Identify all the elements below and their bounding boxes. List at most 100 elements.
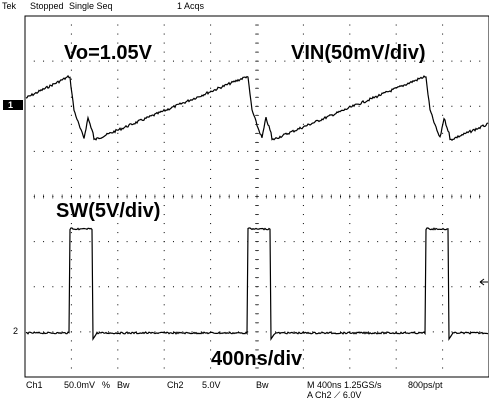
graticule-dot <box>414 286 416 288</box>
graticule-dot <box>442 286 444 288</box>
graticule-dot <box>163 141 165 143</box>
graticule-dot <box>340 60 342 62</box>
graticule-dot <box>89 331 91 333</box>
graticule-dot <box>135 60 137 62</box>
graticule-dot <box>33 241 35 243</box>
graticule-dot <box>247 331 249 333</box>
graticule-dot <box>293 286 295 288</box>
graticule-dot <box>210 214 212 216</box>
graticule-dot <box>302 241 304 243</box>
graticule-dot <box>33 60 35 62</box>
graticule-dot <box>163 42 165 44</box>
graticule-dot <box>404 105 406 107</box>
graticule-dot <box>70 241 72 243</box>
graticule-dot <box>358 105 360 107</box>
graticule-dot <box>70 295 72 297</box>
graticule-dot <box>302 250 304 252</box>
graticule-dot <box>117 304 119 306</box>
graticule-dot <box>349 96 351 98</box>
graticule-dot <box>117 168 119 170</box>
graticule-dot <box>117 60 119 62</box>
graticule-dot <box>395 205 397 207</box>
graticule-dot <box>349 277 351 279</box>
acquisition-mode: Single Seq <box>69 1 113 11</box>
graticule-dot <box>395 159 397 161</box>
graticule-dot <box>367 60 369 62</box>
ch1-label: Ch1 <box>26 380 43 390</box>
graticule-dot <box>210 150 212 152</box>
graticule-dot <box>70 223 72 225</box>
graticule-dot <box>154 150 156 152</box>
trigger-level-arrow[interactable] <box>479 278 488 286</box>
graticule-dot <box>469 105 471 107</box>
graticule-dot <box>163 177 165 179</box>
graticule-dot <box>321 105 323 107</box>
graticule-dot <box>423 150 425 152</box>
graticule-dot <box>247 150 249 152</box>
graticule-dot <box>70 33 72 35</box>
graticule-dot <box>349 78 351 80</box>
graticule-dot <box>163 96 165 98</box>
graticule-dot <box>117 141 119 143</box>
graticule-dot <box>210 277 212 279</box>
graticule-dot <box>302 105 304 107</box>
graticule-dot <box>210 367 212 369</box>
graticule-dot <box>117 159 119 161</box>
graticule-dot <box>70 42 72 44</box>
graticule-dot <box>210 295 212 297</box>
ch1-bandwidth-limit: Bw <box>117 380 130 390</box>
graticule-dot <box>302 286 304 288</box>
graticule-dot <box>135 150 137 152</box>
graticule-dot <box>52 105 54 107</box>
graticule-dot <box>172 331 174 333</box>
graticule-dot <box>442 313 444 315</box>
graticule-dot <box>395 358 397 360</box>
graticule-dot <box>479 105 481 107</box>
graticule-dot <box>349 304 351 306</box>
graticule-dot <box>321 60 323 62</box>
graticule-dot <box>219 60 221 62</box>
graticule-dot <box>172 150 174 152</box>
graticule-dot <box>219 150 221 152</box>
graticule-dot <box>210 331 212 333</box>
graticule-dot <box>395 367 397 369</box>
graticule-dot <box>302 277 304 279</box>
graticule-dot <box>70 259 72 261</box>
graticule-dot <box>479 150 481 152</box>
graticule-dot <box>302 87 304 89</box>
graticule-dot <box>108 60 110 62</box>
graticule-dot <box>395 250 397 252</box>
acquisition-count: 1 Acqs <box>177 1 205 11</box>
graticule-dot <box>358 60 360 62</box>
graticule-dot <box>117 277 119 279</box>
graticule-dot <box>349 232 351 234</box>
graticule-dot <box>163 268 165 270</box>
graticule-dot <box>479 241 481 243</box>
graticule-dot <box>61 150 63 152</box>
graticule-dot <box>349 205 351 207</box>
graticule-dot <box>349 340 351 342</box>
graticule-dot <box>377 241 379 243</box>
graticule-dot <box>367 105 369 107</box>
graticule-dot <box>349 214 351 216</box>
graticule-dot <box>302 168 304 170</box>
graticule-dot <box>349 331 351 333</box>
graticule-dot <box>154 331 156 333</box>
graticule-dot <box>98 105 100 107</box>
graticule-dot <box>302 340 304 342</box>
graticule-dot <box>442 367 444 369</box>
graticule-dot <box>43 241 45 243</box>
graticule-dot <box>395 33 397 35</box>
graticule-dot <box>210 105 212 107</box>
graticule-dot <box>210 186 212 188</box>
ch2-scale: 5.0V <box>202 380 221 390</box>
ch1-ground-marker[interactable] <box>3 100 23 110</box>
graticule-dot <box>89 241 91 243</box>
graticule-dot <box>24 241 26 243</box>
graticule-dot <box>293 60 295 62</box>
graticule-dot <box>404 241 406 243</box>
graticule-dot <box>479 331 481 333</box>
trigger-readout: A Ch2 ⟋ 6.0V <box>307 390 362 400</box>
graticule-dot <box>200 60 202 62</box>
graticule-dot <box>386 60 388 62</box>
